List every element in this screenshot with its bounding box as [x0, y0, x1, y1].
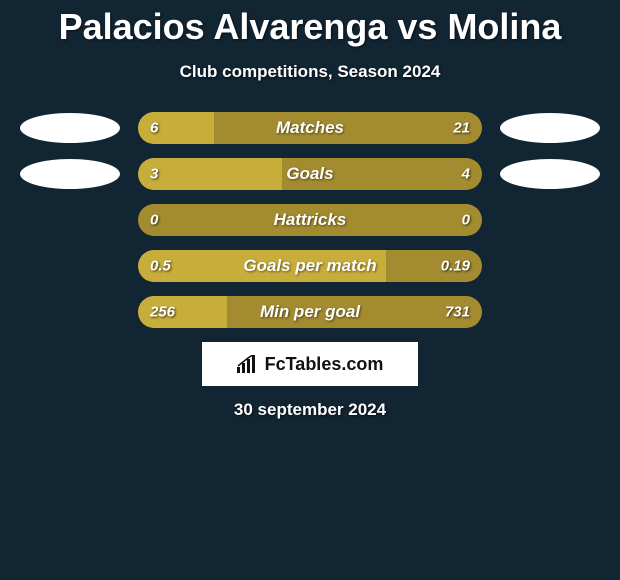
stat-value-right: 4 [462, 166, 470, 183]
stat-bar: 6 Matches 21 [138, 112, 482, 144]
date-label: 30 september 2024 [0, 400, 620, 420]
chart-icon [237, 355, 259, 373]
brand-text: FcTables.com [265, 354, 384, 375]
stat-label: Goals [286, 164, 333, 184]
stat-value-left: 0.5 [150, 258, 171, 275]
stat-value-right: 0.19 [441, 258, 470, 275]
stat-row: 6 Matches 21 [0, 112, 620, 144]
player-right-avatar [500, 113, 600, 143]
page-title: Palacios Alvarenga vs Molina [0, 0, 620, 48]
brand-label: FcTables.com [237, 354, 384, 375]
stat-bar: 3 Goals 4 [138, 158, 482, 190]
stat-value-right: 0 [462, 212, 470, 229]
stat-value-left: 0 [150, 212, 158, 229]
stat-bar-fill [138, 158, 282, 190]
stat-value-left: 3 [150, 166, 158, 183]
stat-value-left: 6 [150, 120, 158, 137]
stat-label: Matches [276, 118, 344, 138]
stat-bar: 0.5 Goals per match 0.19 [138, 250, 482, 282]
stat-row: 0.5 Goals per match 0.19 [0, 250, 620, 282]
stat-bar: 256 Min per goal 731 [138, 296, 482, 328]
stat-value-left: 256 [150, 304, 175, 321]
player-left-avatar [20, 113, 120, 143]
stat-value-right: 731 [445, 304, 470, 321]
stat-row: 0 Hattricks 0 [0, 204, 620, 236]
stat-value-right: 21 [453, 120, 470, 137]
page-subtitle: Club competitions, Season 2024 [0, 62, 620, 82]
stat-label: Min per goal [260, 302, 360, 322]
stat-bar: 0 Hattricks 0 [138, 204, 482, 236]
stat-row: 256 Min per goal 731 [0, 296, 620, 328]
player-left-avatar [20, 159, 120, 189]
comparison-chart: 6 Matches 21 3 Goals 4 0 Hattricks 0 0.5 [0, 112, 620, 328]
brand-badge: FcTables.com [202, 342, 418, 386]
stat-label: Goals per match [243, 256, 376, 276]
player-right-avatar [500, 159, 600, 189]
stat-row: 3 Goals 4 [0, 158, 620, 190]
stat-label: Hattricks [274, 210, 347, 230]
